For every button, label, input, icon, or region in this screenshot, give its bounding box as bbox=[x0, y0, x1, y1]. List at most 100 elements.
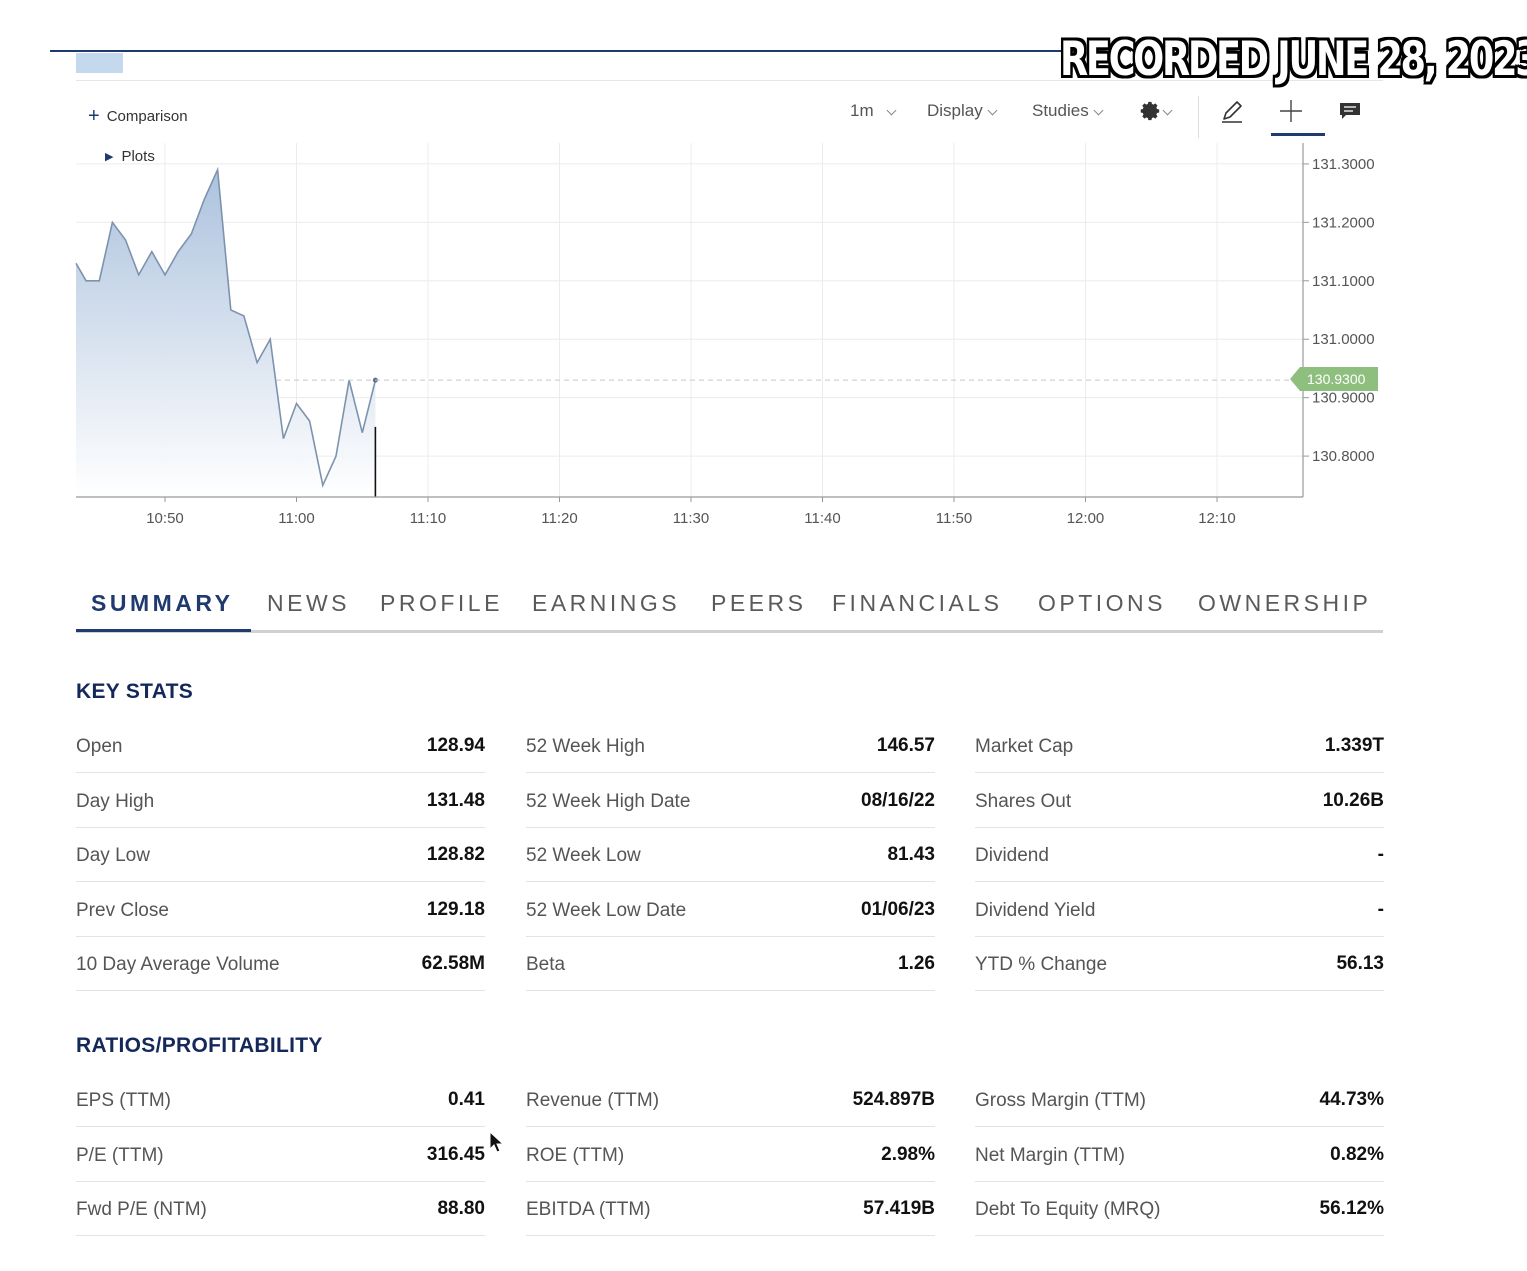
stat-label: Open bbox=[76, 736, 123, 757]
x-tick-label: 11:00 bbox=[278, 510, 314, 527]
interval-dropdown[interactable]: 1m bbox=[850, 101, 897, 121]
x-tick-label: 11:40 bbox=[804, 510, 840, 527]
tab-ownership[interactable]: OWNERSHIP bbox=[1198, 590, 1372, 616]
divider bbox=[76, 80, 1383, 81]
stat-row: Prev Close 129.18 bbox=[76, 882, 485, 937]
stat-label: Prev Close bbox=[76, 899, 169, 921]
gear-icon bbox=[1140, 101, 1160, 121]
stat-label: P/E (TTM) bbox=[76, 1144, 164, 1166]
y-tick-label: 131.0000 bbox=[1312, 331, 1375, 348]
tab-financials[interactable]: FINANCIALS bbox=[832, 590, 1003, 616]
y-tick-label: 131.3000 bbox=[1312, 156, 1375, 173]
x-tick-label: 12:10 bbox=[1198, 510, 1236, 527]
stat-row: Open 128.94 bbox=[76, 718, 485, 773]
x-tick-label: 11:10 bbox=[410, 510, 446, 527]
stat-row: Fwd P/E (NTM) 88.80 bbox=[76, 1181, 485, 1237]
last-price-label: 130.9300 bbox=[1307, 371, 1366, 387]
stat-label: Market Cap bbox=[975, 736, 1074, 757]
price-tag-shape bbox=[1290, 367, 1378, 391]
ratios-heading: RATIOS/PROFITABILITY bbox=[76, 1034, 323, 1057]
active-tab-underline bbox=[76, 629, 251, 632]
stat-row: Dividend - bbox=[975, 827, 1384, 883]
stat-value: 146.57 bbox=[876, 735, 935, 756]
tab-peers[interactable]: PEERS bbox=[711, 590, 807, 616]
studies-dropdown[interactable]: Studies bbox=[1032, 101, 1104, 121]
stat-value: 08/16/22 bbox=[861, 789, 935, 811]
stat-value: 128.82 bbox=[426, 844, 485, 866]
stat-value: 524.897B bbox=[852, 1089, 935, 1110]
stat-label: YTD % Change bbox=[975, 954, 1108, 976]
stat-label: ROE (TTM) bbox=[526, 1144, 625, 1166]
stat-value: 88.80 bbox=[437, 1198, 485, 1220]
stat-value: 56.12% bbox=[1319, 1198, 1384, 1220]
pencil-icon bbox=[1222, 101, 1242, 123]
comment-icon bbox=[1340, 103, 1360, 119]
stat-label: Dividend bbox=[975, 845, 1049, 867]
stat-value: 56.13 bbox=[1336, 953, 1384, 975]
settings-dropdown[interactable] bbox=[1139, 96, 1173, 126]
stat-label: Dividend Yield bbox=[975, 899, 1096, 921]
stat-label: 52 Week Low Date bbox=[526, 899, 687, 921]
mouse-cursor-icon bbox=[489, 1131, 505, 1153]
stat-value: 62.58M bbox=[421, 953, 485, 975]
stat-row: EBITDA (TTM) 57.419B bbox=[526, 1181, 935, 1237]
interval-label: 1m bbox=[850, 101, 874, 120]
stat-row: P/E (TTM) 316.45 bbox=[76, 1127, 485, 1182]
stat-row: Revenue (TTM) 524.897B bbox=[526, 1072, 935, 1127]
crosshair-tool-button[interactable] bbox=[1275, 96, 1307, 126]
tab-news[interactable]: NEWS bbox=[267, 590, 350, 616]
comparison-button[interactable]: + Comparison bbox=[88, 106, 188, 126]
plus-icon: + bbox=[88, 105, 100, 127]
stat-value: 316.45 bbox=[426, 1143, 485, 1165]
plots-label: Plots bbox=[121, 148, 155, 165]
stat-value: 57.419B bbox=[863, 1198, 935, 1220]
stat-row: Dividend Yield - bbox=[975, 882, 1384, 937]
y-tick-label: 131.2000 bbox=[1312, 214, 1375, 231]
studies-label: Studies bbox=[1032, 101, 1089, 120]
stat-row: 52 Week Low Date 01/06/23 bbox=[526, 882, 935, 937]
tab-summary[interactable]: SUMMARY bbox=[91, 590, 234, 616]
stat-value: 131.48 bbox=[426, 789, 485, 811]
stat-label: Day Low bbox=[76, 845, 150, 867]
stat-value: 0.82% bbox=[1330, 1143, 1384, 1165]
stat-row: Debt To Equity (MRQ) 56.12% bbox=[975, 1181, 1384, 1237]
expand-triangle-icon: ▶ bbox=[105, 151, 114, 163]
stat-label: Beta bbox=[526, 954, 566, 976]
stat-label: EBITDA (TTM) bbox=[526, 1199, 651, 1221]
stat-value: 2.98% bbox=[881, 1143, 935, 1165]
y-tick-label: 130.8000 bbox=[1312, 448, 1375, 465]
x-tick-label: 11:30 bbox=[673, 510, 709, 527]
stat-value: 10.26B bbox=[1322, 789, 1384, 811]
stat-row: Day Low 128.82 bbox=[76, 827, 485, 883]
stat-value: 44.73% bbox=[1319, 1089, 1384, 1110]
price-area-fill bbox=[76, 169, 376, 498]
stat-row: Gross Margin (TTM) 44.73% bbox=[975, 1072, 1384, 1127]
stat-value: 0.41 bbox=[448, 1089, 485, 1110]
price-chart[interactable]: 10:50 11:00 11:10 11:20 11:30 11:40 11:50 12:00… bbox=[0, 0, 1527, 540]
quote-tab-indicator[interactable] bbox=[76, 53, 123, 73]
comment-tool-button[interactable] bbox=[1334, 96, 1366, 126]
tab-earnings[interactable]: EARNINGS bbox=[532, 590, 681, 616]
x-tick-label: 12:00 bbox=[1067, 510, 1105, 527]
stat-label: Revenue (TTM) bbox=[526, 1090, 660, 1111]
stat-value: 81.43 bbox=[887, 844, 935, 866]
stat-row: EPS (TTM) 0.41 bbox=[76, 1072, 485, 1127]
stat-label: 52 Week High bbox=[526, 736, 645, 757]
draw-tool-button[interactable] bbox=[1216, 96, 1248, 126]
stat-value: 01/06/23 bbox=[861, 898, 935, 920]
plots-toggle[interactable]: ▶ Plots bbox=[105, 148, 155, 165]
stat-label: Debt To Equity (MRQ) bbox=[975, 1199, 1161, 1221]
stat-row: 52 Week Low 81.43 bbox=[526, 827, 935, 883]
tab-profile[interactable]: PROFILE bbox=[380, 590, 503, 616]
stat-row: Day High 131.48 bbox=[76, 773, 485, 828]
x-tick-label: 10:50 bbox=[146, 510, 184, 527]
stat-label: Net Margin (TTM) bbox=[975, 1144, 1125, 1166]
y-tick-label: 131.1000 bbox=[1312, 273, 1375, 290]
stat-value: - bbox=[1377, 898, 1384, 920]
tab-options[interactable]: OPTIONS bbox=[1038, 590, 1167, 616]
stat-label: Day High bbox=[76, 790, 155, 812]
stat-row: 10 Day Average Volume 62.58M bbox=[76, 936, 485, 992]
display-dropdown[interactable]: Display bbox=[927, 101, 998, 121]
stat-row: 52 Week High Date 08/16/22 bbox=[526, 773, 935, 828]
stat-value: 1.26 bbox=[898, 953, 935, 975]
